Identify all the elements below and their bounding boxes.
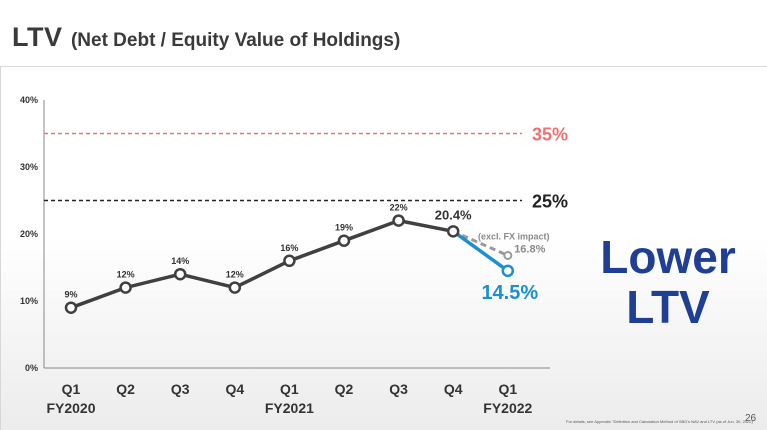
ltv-data-label: 20.4% — [435, 207, 472, 222]
fx-annotation: (excl. FX impact) — [478, 231, 550, 241]
ltv-data-label: 19% — [335, 223, 353, 233]
x-tick-label: Q1 — [498, 381, 517, 397]
x-tick-label: Q2 — [116, 381, 135, 397]
lower-ltv-callout: Lower LTV — [588, 232, 748, 332]
ltv-point — [173, 267, 187, 281]
x-tick-label: Q2 — [335, 381, 354, 397]
title-divider — [0, 66, 767, 67]
x-group-label: FY2020 — [46, 400, 95, 416]
ltv-data-label: 12% — [226, 270, 244, 280]
ltv-point — [228, 281, 242, 294]
page-title-subtitle: (Net Debt / Equity Value of Holdings) — [70, 30, 401, 51]
fx-data-label: 16.8% — [514, 243, 545, 255]
ltv-line — [70, 218, 454, 310]
ltv-point — [392, 214, 405, 227]
ltv-latest-line — [452, 229, 509, 273]
ltv-point — [283, 254, 296, 268]
y-tick-label: 10% — [20, 296, 38, 306]
x-tick-label: Q4 — [225, 381, 244, 397]
reference-line-label: 25% — [532, 192, 568, 212]
ltv-latest-data-label: 14.5% — [481, 282, 538, 304]
ltv-latest-point — [501, 264, 515, 278]
ltv-data-label: 16% — [280, 243, 298, 253]
fx-excluded-point — [503, 250, 513, 260]
x-tick-label: Q4 — [444, 381, 463, 397]
x-tick-label: Q1 — [280, 381, 299, 397]
y-tick-label: 20% — [20, 229, 38, 239]
ltv-data-label: 14% — [171, 256, 189, 266]
ltv-point — [119, 281, 132, 294]
y-tick-label: 30% — [20, 162, 38, 172]
ltv-data-label: 12% — [117, 270, 135, 280]
y-tick-label: 40% — [20, 95, 38, 105]
callout-line-1: Lower — [600, 231, 736, 283]
x-tick-label: Q3 — [171, 381, 190, 397]
footnote: For details, see Appendix "Definition an… — [566, 419, 755, 424]
page-number: 26 — [745, 413, 757, 424]
y-tick-label: 0% — [25, 363, 38, 373]
ltv-point — [446, 225, 460, 238]
x-tick-label: Q1 — [62, 381, 81, 397]
ltv-data-label: 22% — [390, 203, 408, 213]
page-title: LTV (Net Debt / Equity Value of Holdings… — [12, 22, 400, 53]
x-group-label: FY2022 — [483, 400, 532, 416]
ltv-point — [64, 301, 78, 314]
x-tick-label: Q3 — [389, 381, 408, 397]
ltv-point — [337, 234, 351, 247]
x-group-label: FY2021 — [265, 400, 314, 416]
reference-line-label: 35% — [532, 125, 568, 145]
page-title-main: LTV — [12, 22, 63, 52]
ltv-data-label: 9% — [64, 290, 77, 300]
left-divider — [0, 66, 1, 430]
callout-line-2: LTV — [626, 281, 710, 333]
